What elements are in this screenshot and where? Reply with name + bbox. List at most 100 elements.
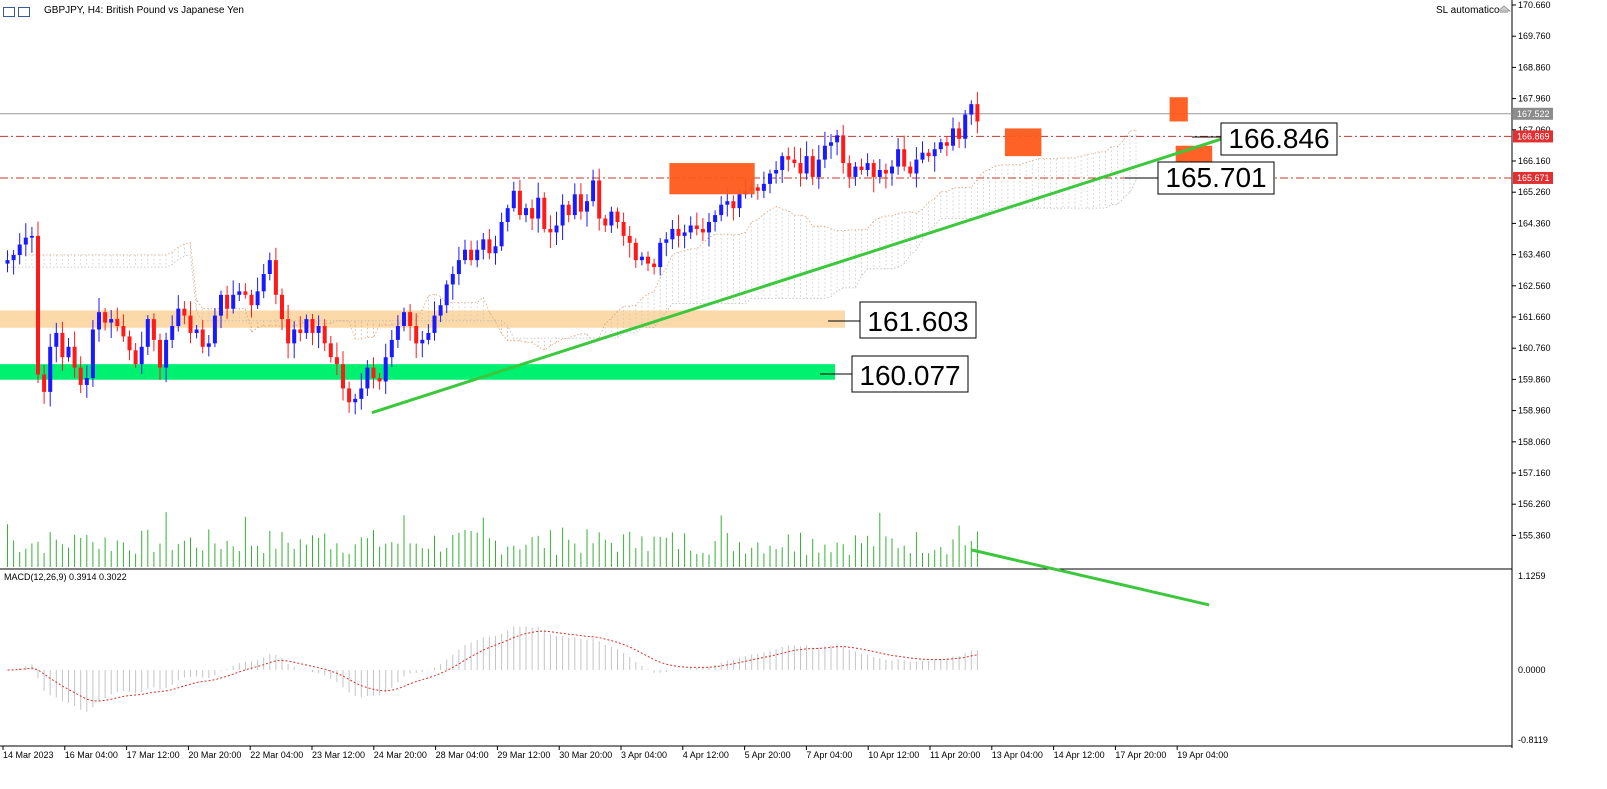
title-icons	[3, 4, 33, 22]
candle-body	[621, 222, 626, 236]
x-tick-label: 30 Mar 20:00	[559, 750, 612, 760]
callout-box	[1220, 122, 1338, 156]
candle-body	[84, 378, 89, 385]
candle-body	[652, 263, 657, 268]
candle-body	[957, 128, 962, 139]
candle-body	[755, 187, 760, 191]
candle-body	[914, 159, 919, 174]
candle-body	[78, 367, 83, 385]
candle-body	[633, 242, 638, 261]
calendar-icon[interactable]	[18, 7, 30, 17]
candle-body	[554, 225, 559, 233]
price-marker-bg	[1513, 130, 1553, 143]
candle-body	[182, 308, 187, 316]
candle-body	[11, 254, 16, 261]
trendline-layer[interactable]	[371, 137, 1223, 415]
callout-label: 165.701	[1165, 162, 1266, 193]
candle-body	[481, 239, 486, 250]
y-tick-label: 164.360	[1518, 218, 1551, 228]
candle-body	[511, 190, 516, 209]
y-tick-label: 156.260	[1518, 499, 1551, 509]
hat-icon[interactable]	[1497, 3, 1511, 15]
x-tick-label: 14 Mar 2023	[3, 750, 54, 760]
candle-body	[926, 152, 931, 157]
candle-body	[572, 194, 577, 216]
candle-body	[90, 329, 95, 379]
candle-body	[646, 256, 650, 264]
candle-body	[505, 208, 510, 223]
highlight-box-0	[669, 163, 755, 195]
candle-body	[444, 284, 449, 306]
candle-body	[334, 357, 339, 365]
price-marker-label: 166.869	[1517, 131, 1550, 141]
price-marker-label: 165.671	[1517, 173, 1550, 183]
candle-body	[761, 183, 766, 191]
x-tick-label: 28 Mar 04:00	[436, 750, 489, 760]
x-tick-label: 10 Apr 12:00	[868, 750, 919, 760]
macd-layer	[7, 548, 1210, 712]
candle-body	[103, 312, 108, 323]
volume-layer	[7, 512, 978, 567]
candle-body	[780, 156, 785, 171]
candle-body	[841, 135, 846, 164]
candle-body	[609, 211, 614, 226]
sl-automatico-label[interactable]: SL automatico	[1436, 5, 1500, 16]
highlight-box-2	[1169, 97, 1188, 122]
resistance-zone	[0, 310, 845, 328]
chart-menu-icon[interactable]	[3, 7, 15, 17]
candle-body	[835, 135, 840, 143]
axis-layer: 170.660 169.760 168.860 167.960 167.060 166.1…	[2, 0, 1553, 760]
candle-body	[804, 156, 809, 174]
candle-body	[249, 294, 254, 306]
candle-body	[731, 201, 736, 209]
x-tick-label: 17 Mar 12:00	[127, 750, 180, 760]
candle-body	[188, 315, 193, 333]
candle-body	[713, 215, 718, 223]
candle-body	[694, 225, 699, 229]
candle-body	[469, 249, 474, 261]
callout-box	[1157, 161, 1275, 195]
candle-body	[670, 228, 675, 240]
candle-body	[719, 204, 724, 216]
senkou-span-a	[7, 129, 1137, 351]
candle-body	[219, 294, 223, 316]
candle-body	[115, 319, 120, 327]
candle-body	[200, 329, 205, 347]
candle-body	[432, 315, 437, 333]
candle-body	[578, 194, 583, 212]
candle-body	[243, 291, 248, 295]
candle-body	[591, 180, 596, 202]
candle-body	[164, 339, 169, 368]
macd-y-tick-label: 1.1259	[1518, 571, 1546, 581]
candle-body	[822, 145, 827, 160]
candle-body	[17, 244, 22, 255]
y-tick-label: 166.160	[1518, 156, 1551, 166]
candle-body	[359, 388, 364, 399]
candle-body	[402, 312, 406, 327]
x-tick-label: 29 Mar 12:00	[497, 750, 550, 760]
candle-body	[127, 336, 132, 351]
candle-body	[420, 339, 425, 344]
candle-body	[969, 104, 974, 115]
y-tick-label: 165.260	[1518, 187, 1551, 197]
candle-body	[944, 142, 949, 146]
candle-body	[786, 156, 791, 160]
x-tick-label: 3 Apr 04:00	[621, 750, 667, 760]
candle-body	[298, 329, 303, 333]
candle-body	[377, 378, 382, 382]
candle-body	[963, 114, 968, 139]
candle-body	[682, 232, 687, 236]
candle-body	[347, 388, 352, 403]
candle-body	[322, 326, 327, 344]
x-tick-label: 19 Apr 04:00	[1177, 750, 1228, 760]
y-tick-label: 163.460	[1518, 250, 1551, 260]
candle-body	[536, 197, 541, 219]
y-tick-label: 160.760	[1518, 343, 1551, 353]
candle-body	[383, 357, 388, 382]
y-tick-label: 169.760	[1518, 31, 1551, 41]
candle-body	[938, 142, 943, 150]
x-tick-label: 22 Mar 04:00	[250, 750, 303, 760]
x-tick-label: 13 Apr 04:00	[992, 750, 1043, 760]
